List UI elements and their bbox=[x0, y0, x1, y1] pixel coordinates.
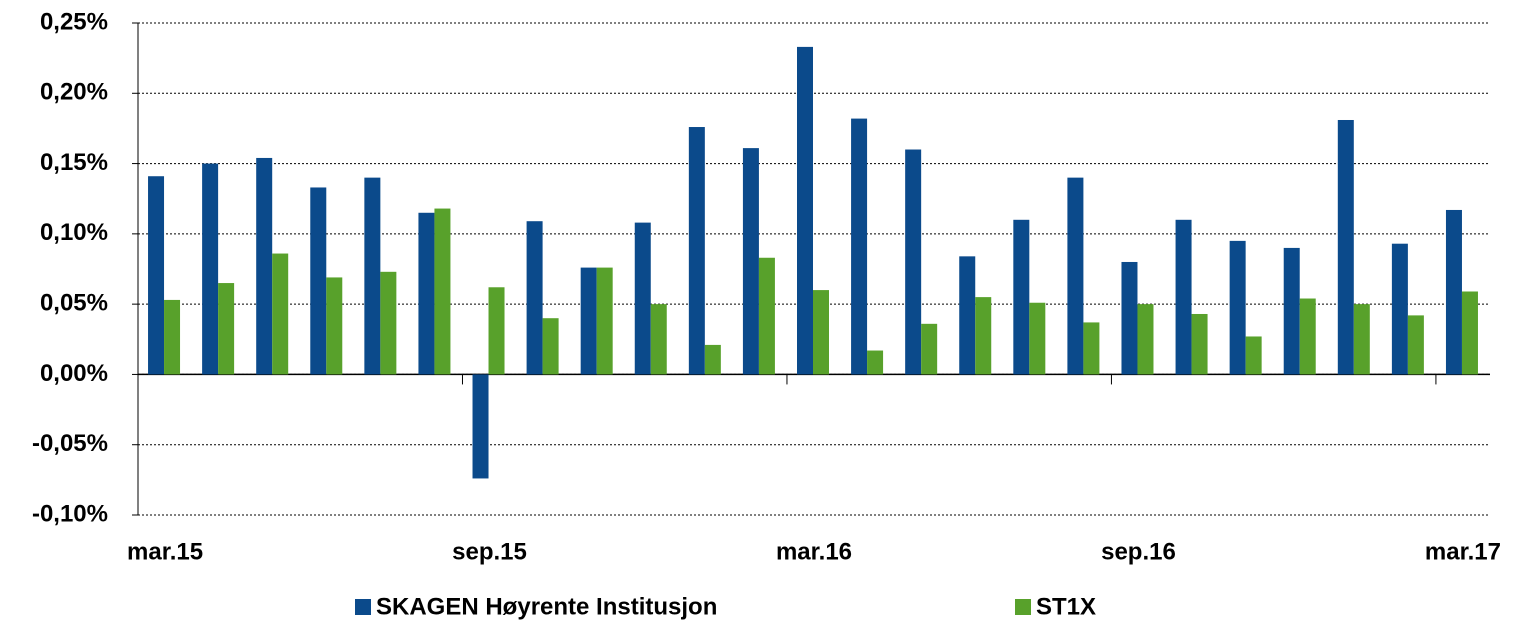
bar bbox=[218, 283, 235, 375]
bar bbox=[1391, 243, 1408, 375]
bar bbox=[688, 127, 705, 375]
bar bbox=[1137, 304, 1154, 375]
bar bbox=[526, 221, 543, 375]
bar bbox=[1283, 247, 1300, 375]
y-tick-label: 0,20% bbox=[40, 79, 108, 106]
bar bbox=[1175, 219, 1192, 375]
bar bbox=[1245, 336, 1262, 375]
bar bbox=[542, 318, 559, 375]
bar bbox=[1013, 219, 1030, 375]
legend-label: ST1X bbox=[1036, 593, 1096, 620]
bar bbox=[905, 149, 922, 375]
bar bbox=[256, 157, 273, 375]
bar bbox=[272, 253, 289, 375]
bar bbox=[1229, 240, 1246, 375]
y-tick-label: -0,10% bbox=[32, 500, 108, 527]
bar bbox=[704, 344, 721, 375]
bar bbox=[851, 118, 868, 375]
bar bbox=[1337, 119, 1354, 375]
bar bbox=[1299, 298, 1316, 375]
bar bbox=[418, 212, 435, 375]
x-tick-label: sep.15 bbox=[452, 538, 527, 565]
y-tick-label: 0,10% bbox=[40, 219, 108, 246]
x-tick-label: sep.16 bbox=[1101, 538, 1176, 565]
bar bbox=[634, 222, 651, 375]
bar bbox=[326, 277, 343, 375]
bar bbox=[1121, 261, 1138, 375]
bar bbox=[580, 267, 597, 375]
bar bbox=[1083, 322, 1100, 375]
bar bbox=[488, 287, 505, 375]
bar bbox=[959, 256, 976, 375]
legend-swatch bbox=[355, 599, 371, 615]
bar bbox=[380, 271, 397, 375]
bar bbox=[758, 257, 775, 375]
bar bbox=[813, 290, 829, 375]
legend-swatch bbox=[1015, 599, 1031, 615]
bar bbox=[797, 46, 813, 375]
x-tick-label: mar.15 bbox=[127, 538, 203, 565]
bar bbox=[1067, 177, 1084, 375]
y-tick-label: 0,00% bbox=[40, 360, 108, 387]
bar bbox=[742, 148, 759, 375]
y-tick-label: -0,05% bbox=[32, 430, 108, 457]
bar bbox=[921, 323, 938, 375]
x-tick-label: mar.16 bbox=[776, 538, 852, 565]
bar bbox=[867, 350, 884, 375]
bar bbox=[1191, 313, 1208, 375]
bar bbox=[310, 187, 327, 375]
x-tick-label: mar.17 bbox=[1425, 538, 1501, 565]
bar bbox=[148, 176, 165, 375]
bar bbox=[202, 163, 219, 375]
bar bbox=[364, 177, 381, 375]
bar bbox=[975, 297, 992, 375]
bar bbox=[1353, 304, 1370, 375]
y-tick-label: 0,05% bbox=[40, 289, 108, 316]
bar bbox=[164, 299, 181, 375]
bar bbox=[472, 374, 489, 479]
y-tick-label: 0,15% bbox=[40, 149, 108, 176]
bar bbox=[650, 304, 667, 375]
y-tick-label: 0,25% bbox=[40, 8, 108, 35]
bar bbox=[1461, 291, 1478, 375]
bar bbox=[1445, 209, 1462, 375]
bar bbox=[434, 208, 451, 375]
bar bbox=[1407, 315, 1424, 375]
legend-label: SKAGEN Høyrente Institusjon bbox=[376, 593, 717, 620]
bar bbox=[596, 267, 613, 375]
bar bbox=[1029, 302, 1046, 375]
